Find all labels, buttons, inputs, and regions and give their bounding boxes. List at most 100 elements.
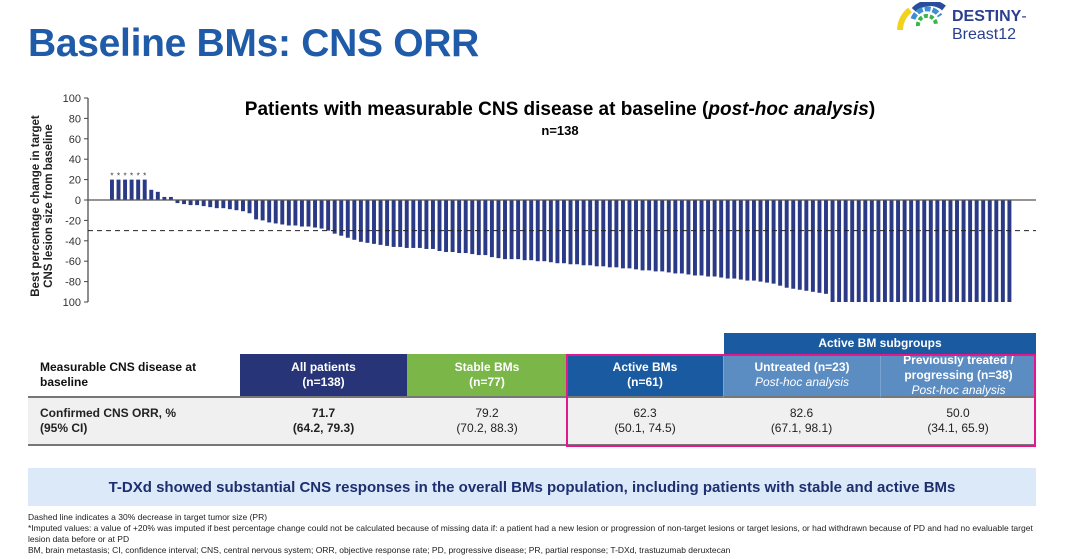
bar [981, 200, 986, 302]
bar [830, 200, 835, 302]
bar [424, 200, 429, 249]
bar [1000, 200, 1005, 302]
bar [640, 200, 645, 271]
bar [679, 200, 684, 274]
bar [627, 200, 632, 269]
footnote-dashed-line: Dashed line indicates a 30% decrease in … [28, 512, 268, 522]
bar [496, 200, 501, 259]
bar [745, 200, 750, 281]
bar [378, 200, 383, 245]
imputed-marker: * [117, 172, 120, 181]
bar [182, 200, 186, 205]
footnote-imputed: *Imputed values: a value of +20% was imp… [28, 523, 1033, 544]
bar [306, 200, 311, 227]
orr-value-cell-4: 50.0 (34.1, 65.9) [880, 398, 1036, 446]
bar [489, 200, 494, 258]
bar [994, 200, 999, 302]
bar [581, 200, 586, 266]
bar [254, 200, 259, 220]
bar [666, 200, 671, 273]
bar [909, 200, 914, 302]
imputed-marker: * [124, 172, 127, 181]
conclusion-banner: T-DXd showed substantial CNS responses i… [28, 468, 1036, 506]
bar [922, 200, 927, 302]
bar [948, 200, 953, 302]
y-tick-label: -80 [65, 277, 81, 289]
bar [588, 200, 593, 266]
column-header-1: Stable BMs (n=77) [407, 354, 567, 398]
active-bm-highlight-box [566, 354, 1036, 447]
bar [797, 200, 802, 290]
bar [483, 200, 488, 256]
bar [850, 200, 855, 302]
y-tick-label: 0 [75, 195, 81, 207]
bar [332, 200, 337, 234]
bar [391, 200, 396, 247]
bar [804, 200, 809, 291]
bar [444, 200, 449, 253]
bar [509, 200, 514, 260]
bar [902, 200, 907, 302]
bar [889, 200, 894, 302]
bar [129, 179, 134, 200]
bar [928, 200, 933, 302]
bar [869, 200, 874, 302]
active-bm-subgroups-header: Active BM subgroups [724, 333, 1036, 354]
bar [699, 200, 704, 276]
bar [267, 200, 272, 223]
imputed-marker: * [143, 172, 146, 181]
bar [961, 200, 966, 302]
logo-text: DESTINY-Breast12 [952, 8, 1027, 43]
page-title: Baseline BMs: CNS ORR [28, 22, 479, 65]
bar [686, 200, 691, 275]
bar [352, 200, 357, 240]
bar [915, 200, 920, 302]
bar [837, 200, 842, 302]
bar [470, 200, 475, 255]
bar [863, 200, 868, 302]
bar [784, 200, 789, 288]
bar [968, 200, 973, 302]
bar [476, 200, 481, 256]
bar [457, 200, 462, 254]
bar [463, 200, 468, 254]
chart-title: Patients with measurable CNS disease at … [244, 99, 876, 120]
bar [706, 200, 711, 277]
bar [634, 200, 638, 270]
bar [660, 200, 665, 272]
chart-subtitle: n=138 [541, 123, 579, 138]
imputed-marker: * [137, 172, 140, 181]
bar [241, 200, 245, 212]
bar [719, 200, 724, 278]
bar [123, 179, 128, 200]
bar [974, 200, 979, 302]
bar [319, 200, 324, 229]
bar [273, 200, 278, 224]
footnote-abbreviations: BM, brain metastasis; CI, confidence int… [28, 545, 731, 555]
orr-value-cell-2: 62.3 (50.1, 74.5) [567, 398, 723, 446]
bar [221, 200, 226, 209]
bar [620, 200, 625, 269]
bar [765, 200, 770, 283]
y-tick-label: 100 [63, 93, 81, 105]
bar [345, 200, 350, 238]
y-tick-label: 40 [69, 154, 81, 166]
column-header-3: Untreated (n=23) Post-hoc analysis [723, 354, 880, 398]
bar [562, 200, 566, 264]
bar [195, 200, 200, 206]
bar [142, 179, 147, 200]
imputed-marker: * [110, 172, 113, 181]
bar [712, 200, 717, 277]
bar [358, 200, 363, 242]
y-tick-label: 100 [63, 297, 81, 309]
y-tick-label: 80 [69, 113, 81, 125]
orr-value-cell-0: 71.7 (64.2, 79.3) [240, 398, 407, 446]
bar [227, 200, 232, 210]
bar [896, 200, 901, 302]
y-tick-label: 60 [69, 134, 81, 146]
bar [339, 200, 344, 236]
bar [430, 200, 435, 249]
bar [601, 200, 606, 267]
bar [385, 200, 390, 246]
bar [843, 200, 848, 302]
